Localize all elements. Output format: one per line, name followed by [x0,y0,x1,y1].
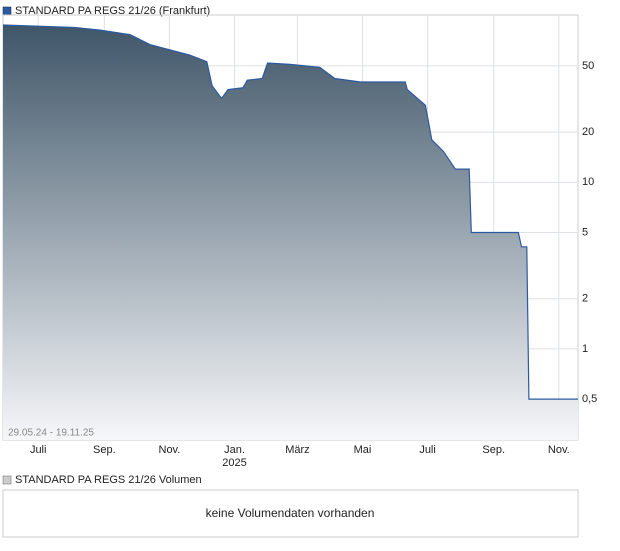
x-tick-label: Sep. [93,444,116,456]
y-tick-label: 50 [582,60,594,72]
volume-box [2,489,579,538]
period-label: 29.05.24 - 19.11.25 [8,428,94,439]
area-fill [3,25,578,440]
volume-message: keine Volumendaten vorhanden [206,506,375,520]
x-tick-label: Nov. [548,444,570,456]
x-tick-label: Juli [419,444,436,456]
x-tick-label: Mai [354,444,372,456]
price-line [2,24,578,400]
y-tick-label: 10 [582,176,594,188]
y-tick-label: 5 [582,226,588,238]
x-tick-label: Jan. 2025 [222,444,246,469]
y-tick-label: 1 [582,343,588,355]
legend-swatch [2,6,12,16]
legend-label: STANDARD PA REGS 21/26 (Frankfurt) [15,5,210,17]
x-tick-label: März [285,444,309,456]
x-tick-label: Nov. [159,444,181,456]
y-tick-label: 20 [582,126,594,138]
x-tick-label: Sep. [482,444,505,456]
y-tick-label: 0,5 [582,393,597,405]
x-tick-label: Juli [30,444,47,456]
volume-swatch [2,475,12,485]
y-tick-label: 2 [582,293,588,305]
volume-title: STANDARD PA REGS 21/26 Volumen [15,474,202,486]
